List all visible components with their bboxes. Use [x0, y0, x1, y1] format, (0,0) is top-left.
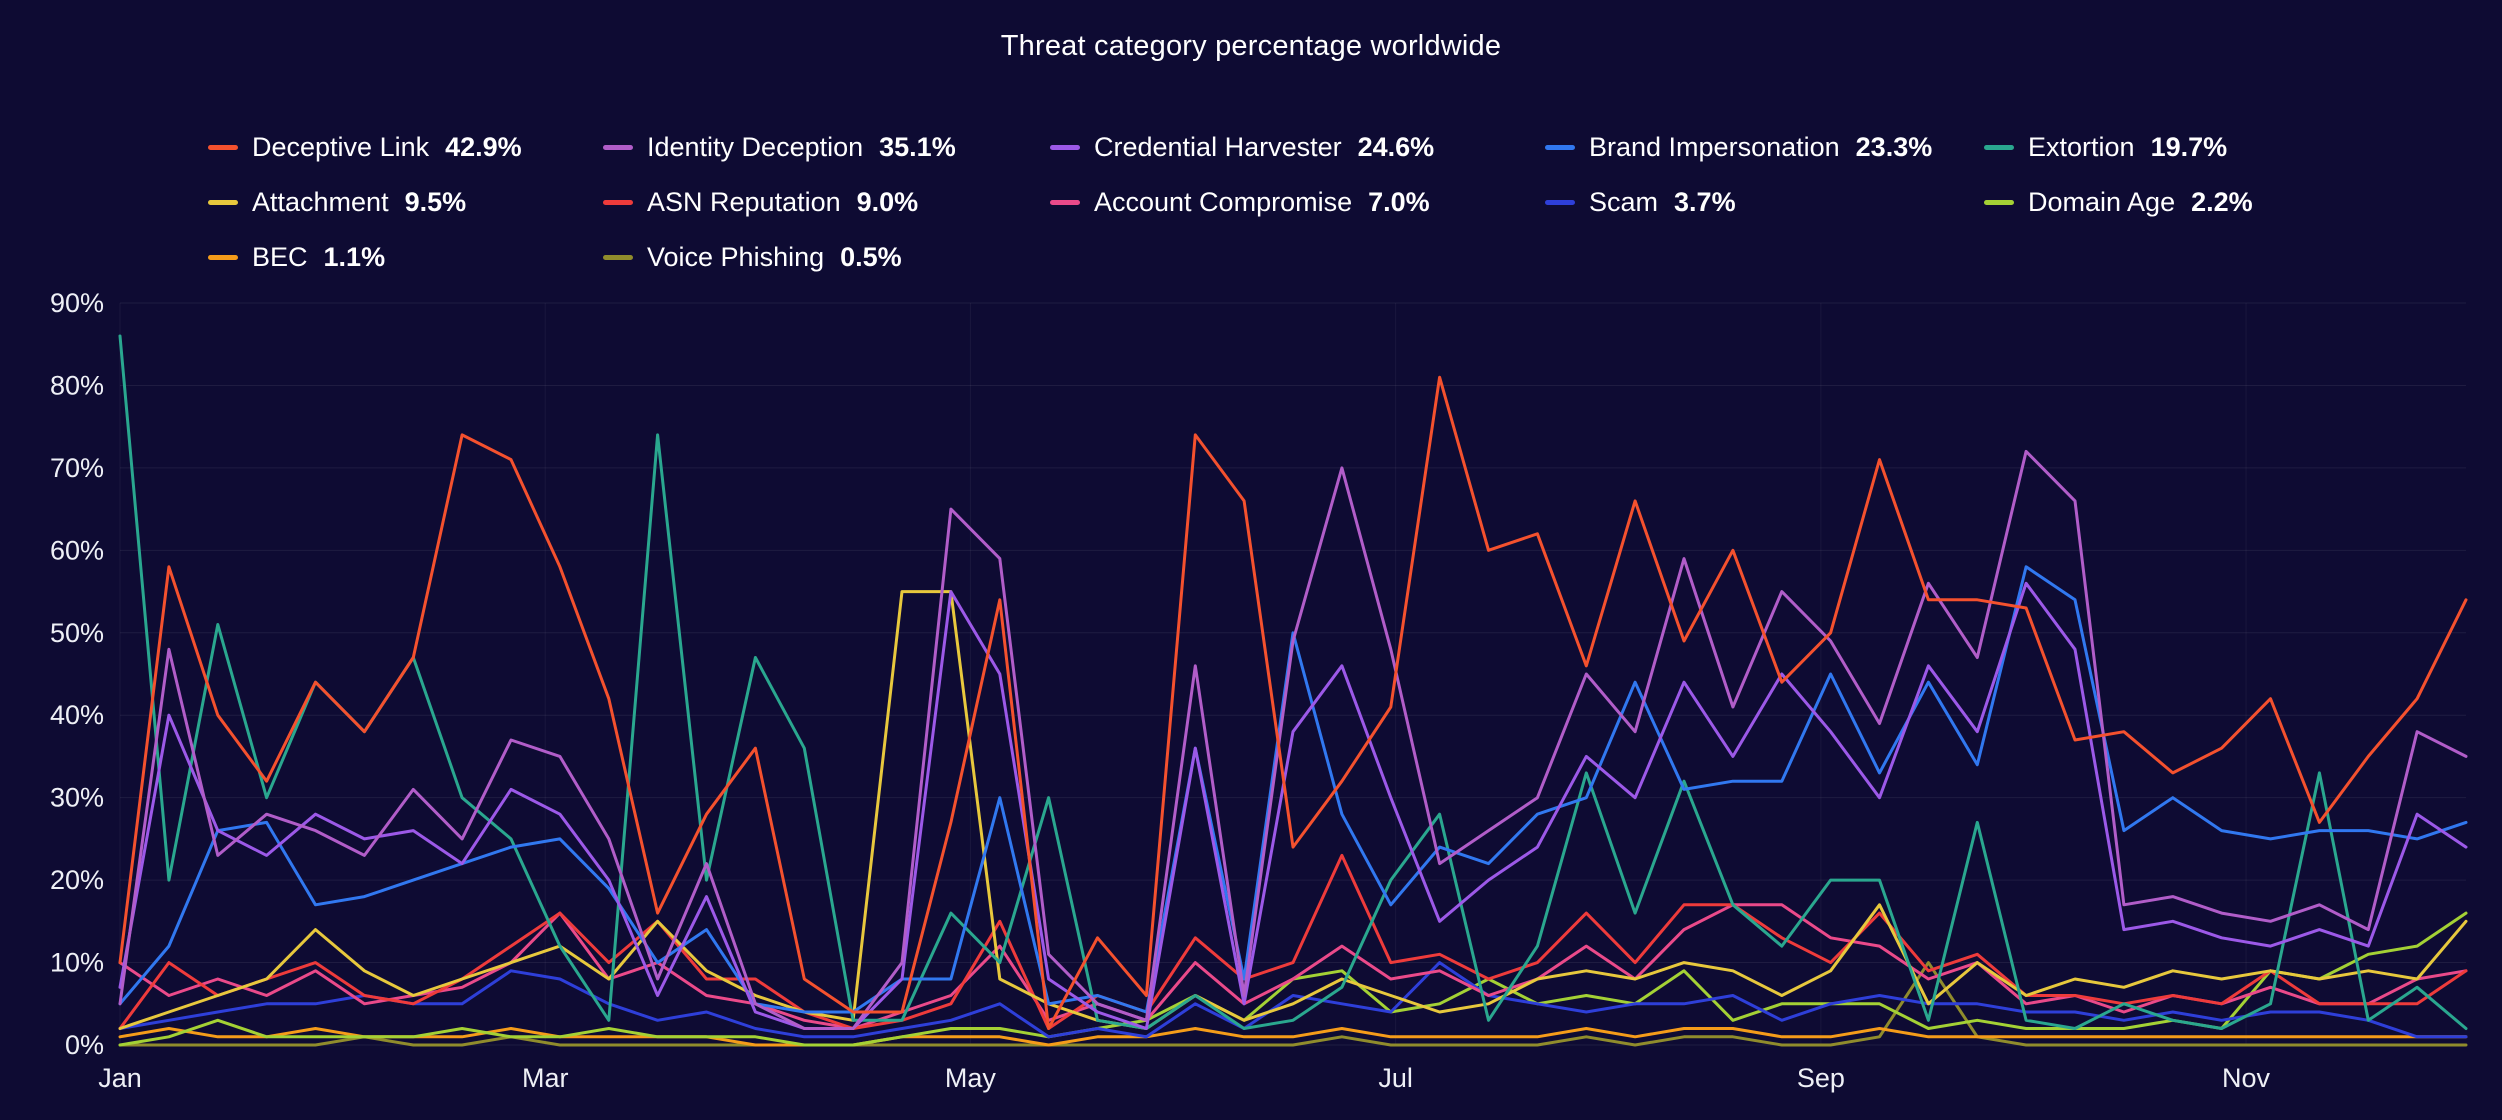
legend-value: 9.0% — [856, 187, 919, 217]
series-line-extortion — [118, 334, 2468, 1030]
legend-swatch-icon — [603, 145, 633, 150]
legend-item-asn-reputation[interactable]: ASN Reputation 9.0% — [603, 187, 1050, 218]
legend-item-voice-phishing[interactable]: Voice Phishing 0.5% — [603, 242, 1050, 273]
series-line-attachment — [118, 590, 2468, 1030]
legend-item-extortion[interactable]: Extortion 19.7% — [1984, 132, 2253, 163]
y-tick-label: 90% — [50, 288, 104, 318]
legend-label: Domain Age — [2028, 187, 2176, 217]
x-tick-label: Mar — [522, 1063, 569, 1093]
y-tick-label: 80% — [50, 370, 104, 400]
legend-value: 1.1% — [323, 242, 386, 272]
series-line-scam — [118, 961, 2468, 1039]
x-tick-label: Jan — [98, 1063, 142, 1093]
legend-label: BEC — [252, 242, 308, 272]
legend-swatch-icon — [603, 200, 633, 205]
legend-swatch-icon — [208, 200, 238, 205]
legend-value: 2.2% — [2191, 187, 2253, 217]
y-tick-label: 40% — [50, 700, 104, 730]
legend-item-scam[interactable]: Scam 3.7% — [1545, 187, 1984, 218]
chart-title: Threat category percentage worldwide — [1000, 30, 1502, 62]
legend-label: Extortion — [2028, 132, 2135, 162]
legend-value: 24.6% — [1357, 132, 1435, 162]
legend-value: 19.7% — [2150, 132, 2228, 162]
legend-label: Credential Harvester — [1094, 132, 1342, 162]
legend-value: 7.0% — [1368, 187, 1430, 217]
legend-label: Deceptive Link — [252, 132, 430, 162]
legend-value: 3.7% — [1674, 187, 1736, 217]
x-tick-label: Nov — [2222, 1063, 2271, 1093]
y-tick-label: 20% — [50, 865, 104, 895]
series-line-deceptive-link — [118, 375, 2468, 1030]
legend-label: Identity Deception — [647, 132, 864, 162]
series-line-identity-deception — [118, 449, 2468, 1030]
legend-value: 42.9% — [445, 132, 522, 162]
y-tick-label: 30% — [50, 783, 104, 813]
y-tick-label: 0% — [65, 1030, 104, 1060]
x-tick-label: Jul — [1378, 1063, 1413, 1093]
legend-swatch-icon — [1984, 145, 2014, 150]
legend-item-brand-impersonation[interactable]: Brand Impersonation 23.3% — [1545, 132, 1984, 163]
legend-swatch-icon — [1050, 145, 1080, 150]
legend-label: ASN Reputation — [647, 187, 841, 217]
legend-value: 0.5% — [840, 242, 902, 272]
legend-label: Account Compromise — [1094, 187, 1353, 217]
legend-label: Voice Phishing — [647, 242, 825, 272]
series-line-asn-reputation — [118, 853, 2468, 1030]
legend-item-identity-deception[interactable]: Identity Deception 35.1% — [603, 132, 1050, 163]
legend-item-attachment[interactable]: Attachment 9.5% — [208, 187, 603, 218]
legend-swatch-icon — [1050, 200, 1080, 205]
legend-item-credential-harvester[interactable]: Credential Harvester 24.6% — [1050, 132, 1545, 163]
y-tick-label: 60% — [50, 535, 104, 565]
legend-label: Brand Impersonation — [1589, 132, 1840, 162]
legend-value: 23.3% — [1855, 132, 1933, 162]
legend-swatch-icon — [603, 255, 633, 260]
legend-label: Attachment — [252, 187, 389, 217]
y-tick-label: 10% — [50, 948, 104, 978]
legend-label: Scam — [1589, 187, 1659, 217]
series-line-credential-harvester — [118, 581, 2468, 1030]
legend-item-deceptive-link[interactable]: Deceptive Link 42.9% — [208, 132, 603, 163]
legend-value: 9.5% — [404, 187, 467, 217]
series-line-bec — [118, 1027, 2468, 1047]
legend-value: 35.1% — [879, 132, 956, 162]
x-tick-label: Sep — [1797, 1063, 1845, 1093]
y-tick-label: 70% — [50, 453, 104, 483]
x-tick-label: May — [945, 1063, 997, 1093]
legend-swatch-icon — [1984, 200, 2014, 205]
chart-legend: Deceptive Link 42.9% Identity Deception 35.… — [208, 120, 2253, 285]
legend-item-domain-age[interactable]: Domain Age 2.2% — [1984, 187, 2253, 218]
legend-swatch-icon — [208, 255, 238, 260]
y-tick-label: 50% — [50, 618, 104, 648]
legend-swatch-icon — [1545, 145, 1575, 150]
series-line-brand-impersonation — [118, 565, 2468, 1014]
legend-swatch-icon — [1545, 200, 1575, 205]
legend-item-account-compromise[interactable]: Account Compromise 7.0% — [1050, 187, 1545, 218]
legend-swatch-icon — [208, 145, 238, 150]
legend-item-bec[interactable]: BEC 1.1% — [208, 242, 603, 273]
